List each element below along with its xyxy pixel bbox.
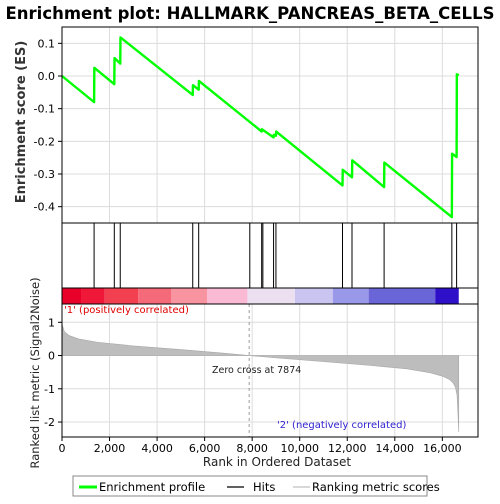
x-tick-label: 16,000 <box>423 442 462 455</box>
x-axis-label: Rank in Ordered Dataset <box>203 455 351 469</box>
heat-segment <box>138 288 172 304</box>
legend: Enrichment profile Hits Ranking metric s… <box>72 475 440 497</box>
es-y-tick-label: -0.2 <box>34 135 55 148</box>
heat-segment <box>207 288 248 304</box>
x-tick-label: 4,000 <box>141 442 173 455</box>
metric-plot-area <box>62 304 478 437</box>
heat-segment <box>368 288 436 304</box>
x-tick-label: 6,000 <box>189 442 221 455</box>
x-tick-label: 8,000 <box>236 442 268 455</box>
x-tick-label: 12,000 <box>328 442 367 455</box>
x-tick-label: 14,000 <box>376 442 415 455</box>
es-ylabel: Enrichment score (ES) <box>14 41 29 204</box>
metric-y-tick-label: -1 <box>44 383 55 396</box>
metric-frame <box>61 303 479 438</box>
heat-segment <box>332 288 369 304</box>
heat-segment <box>62 288 82 304</box>
heat-segment <box>294 288 333 304</box>
metric-panel: 1 0 -1 -2 0 2,000 4,000 6,000 8,000 10,000 12,000 1… <box>44 303 479 455</box>
legend-hits-label: Hits <box>253 480 275 494</box>
hits-frame <box>61 222 479 289</box>
es-y-tick-label: -0.4 <box>34 201 55 214</box>
es-y-tick-label: -0.1 <box>34 103 55 116</box>
es-panel: 0.1 0.0 -0.1 -0.2 -0.3 -0.4 <box>34 26 479 224</box>
x-tick-label: 2,000 <box>94 442 126 455</box>
heat-segment <box>104 288 139 304</box>
negative-corr-label: '2' (negatively correlated) <box>277 420 406 431</box>
metric-y-tick-label: 1 <box>48 316 55 329</box>
legend-metric-label: Ranking metric scores <box>312 480 440 494</box>
es-y-tick-label: -0.3 <box>34 168 55 181</box>
enrichment-profile-line <box>61 36 460 219</box>
x-tick-label: 0 <box>59 442 66 455</box>
ranking-metric-area <box>61 323 460 433</box>
es-y-tick-label: 0.0 <box>38 70 56 83</box>
positive-corr-label: '1' (positively correlated) <box>64 305 189 316</box>
hits-panel <box>61 222 479 289</box>
x-tick-label: 10,000 <box>280 442 319 455</box>
chart-title: Enrichment plot: HALLMARK_PANCREAS_BETA_… <box>6 4 495 23</box>
metric-ylabel: Ranked list metric (Signal2Noise) <box>28 277 42 468</box>
heat-segment <box>81 288 105 304</box>
heat-segment <box>171 288 208 304</box>
es-plot-area <box>62 27 478 223</box>
metric-y-tick-label: 0 <box>48 350 55 363</box>
heat-segment <box>247 288 295 304</box>
es-y-tick-label: 0.1 <box>38 37 56 50</box>
legend-box <box>72 475 428 497</box>
metric-y-tick-label: -2 <box>44 416 55 429</box>
zero-cross-label: Zero cross at 7874 <box>212 365 301 376</box>
ranking-heat-bar <box>61 287 479 305</box>
heat-segment <box>435 288 459 304</box>
legend-enrichment-label: Enrichment profile <box>99 480 205 494</box>
